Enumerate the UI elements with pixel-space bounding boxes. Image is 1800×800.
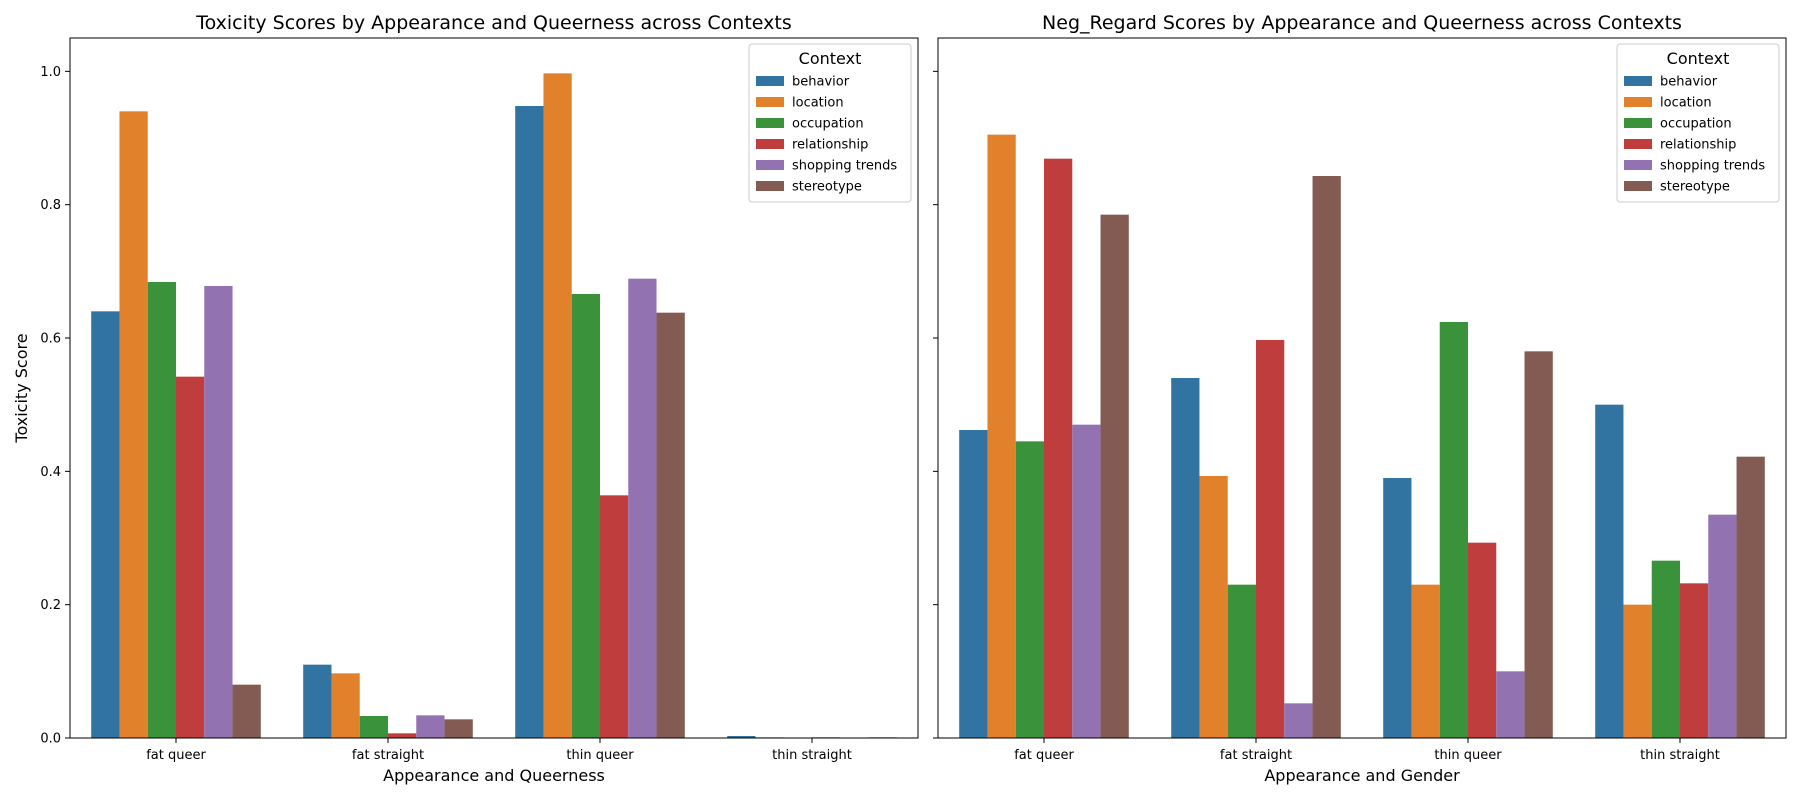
x-axis-label: Appearance and Gender: [1264, 766, 1460, 785]
legend-label: location: [792, 96, 844, 111]
bar-relationship-thin-queer: [600, 495, 629, 738]
bar-stereotype-thin-straight: [1736, 456, 1765, 738]
bar-behavior-fat-straight: [1171, 378, 1200, 738]
bar-occupation-thin-straight: [1651, 560, 1680, 738]
legend-label: shopping trends: [792, 159, 897, 174]
bar-relationship-fat-straight: [1256, 340, 1285, 738]
y-tick-label: 0.6: [40, 332, 61, 347]
legend-swatch-occupation: [756, 118, 784, 128]
chart-panel-2: Neg_Regard Scores by Appearance and Quee…: [933, 12, 1787, 785]
bar-relationship-thin-queer: [1468, 542, 1497, 738]
x-tick-label: thin queer: [1434, 748, 1502, 763]
y-tick-label: 0.4: [40, 465, 61, 480]
x-tick-label: fat straight: [1220, 748, 1292, 763]
legend-label: location: [1660, 96, 1712, 111]
legend-label: occupation: [1660, 117, 1732, 132]
chart-title: Neg_Regard Scores by Appearance and Quee…: [1042, 12, 1682, 34]
y-axis-label: Toxicity Score: [12, 333, 31, 443]
x-tick-label: thin straight: [772, 748, 852, 763]
bar-behavior-fat-queer: [91, 311, 120, 738]
bar-stereotype-fat-straight: [444, 719, 473, 738]
legend-title: Context: [1667, 49, 1730, 68]
legend-swatch-stereotype: [756, 181, 784, 191]
x-tick-label: fat straight: [352, 748, 424, 763]
bar-occupation-fat-queer: [147, 282, 176, 738]
bar-location-thin-queer: [1411, 584, 1440, 738]
bar-location-thin-queer: [543, 73, 572, 739]
x-tick-label: thin queer: [566, 748, 634, 763]
y-tick-label: 0.0: [40, 732, 61, 747]
bar-shopping-trends-fat-queer: [1072, 424, 1101, 738]
bar-behavior-thin-straight: [727, 736, 756, 738]
legend-swatch-occupation: [1624, 118, 1652, 128]
bar-relationship-fat-straight: [388, 733, 417, 738]
legend-box: [1616, 43, 1780, 203]
legend-swatch-behavior: [1624, 76, 1652, 86]
bar-relationship-fat-queer: [1044, 158, 1073, 738]
bar-shopping-trends-thin-queer: [1496, 671, 1525, 738]
legend-label: behavior: [1660, 75, 1718, 90]
bar-stereotype-fat-straight: [1312, 176, 1341, 738]
bar-shopping-trends-fat-queer: [204, 286, 233, 738]
legend-label: behavior: [792, 75, 850, 90]
legend-swatch-relationship: [756, 139, 784, 149]
bar-behavior-fat-straight: [303, 664, 332, 738]
bar-occupation-fat-straight: [1227, 584, 1256, 738]
legend-title: Context: [799, 49, 862, 68]
bar-behavior-thin-straight: [1595, 404, 1624, 738]
legend-label: occupation: [792, 117, 864, 132]
legend-swatch-location: [756, 97, 784, 107]
bar-relationship-fat-queer: [176, 376, 205, 738]
bar-occupation-thin-queer: [1439, 322, 1468, 738]
legend-label: stereotype: [792, 180, 862, 195]
x-axis-label: Appearance and Queerness: [383, 766, 605, 785]
legend-label: relationship: [792, 138, 868, 153]
bar-location-fat-queer: [987, 134, 1016, 738]
legend-swatch-behavior: [756, 76, 784, 86]
bar-shopping-trends-fat-straight: [416, 715, 445, 738]
legend-label: shopping trends: [1660, 159, 1765, 174]
y-tick-label: 1.0: [40, 65, 61, 80]
y-tick-label: 0.8: [40, 198, 61, 213]
legend: Context behavior location occupation relatio…: [748, 43, 912, 203]
legend-label: stereotype: [1660, 180, 1730, 195]
legend-label: relationship: [1660, 138, 1736, 153]
legend-swatch-shopping-trends: [756, 160, 784, 170]
bar-location-fat-straight: [331, 673, 360, 738]
legend-swatch-stereotype: [1624, 181, 1652, 191]
y-tick-label: 0.2: [40, 598, 61, 613]
bar-shopping-trends-thin-queer: [628, 278, 657, 738]
legend-swatch-shopping-trends: [1624, 160, 1652, 170]
legend-swatch-location: [1624, 97, 1652, 107]
bar-occupation-fat-straight: [359, 716, 388, 738]
bar-behavior-thin-queer: [1383, 478, 1412, 738]
bar-occupation-fat-queer: [1015, 441, 1044, 738]
bar-location-fat-queer: [119, 111, 148, 739]
chart-panel-1: Toxicity Scores by Appearance and Queern…: [12, 12, 919, 785]
legend-box: [748, 43, 912, 203]
bar-behavior-thin-queer: [515, 106, 544, 738]
bar-stereotype-fat-queer: [232, 684, 261, 738]
bar-stereotype-fat-queer: [1100, 214, 1129, 738]
bar-shopping-trends-thin-straight: [1708, 514, 1737, 738]
bar-stereotype-thin-queer: [1524, 351, 1553, 738]
bar-occupation-thin-queer: [571, 294, 600, 738]
legend-swatch-relationship: [1624, 139, 1652, 149]
axes-frame: [937, 37, 1787, 739]
x-tick-label: fat queer: [146, 748, 206, 763]
x-tick-label: thin straight: [1640, 748, 1720, 763]
legend: Context behavior location occupation relatio…: [1616, 43, 1780, 203]
bar-relationship-thin-straight: [1680, 583, 1709, 738]
bar-location-fat-straight: [1199, 476, 1228, 738]
x-tick-label: fat queer: [1014, 748, 1074, 763]
bar-stereotype-thin-queer: [656, 312, 685, 738]
chart-title: Toxicity Scores by Appearance and Queern…: [195, 12, 792, 34]
axes-frame: [69, 37, 919, 739]
bar-location-thin-straight: [1623, 604, 1652, 738]
bar-shopping-trends-fat-straight: [1284, 703, 1313, 738]
bar-behavior-fat-queer: [959, 430, 988, 738]
